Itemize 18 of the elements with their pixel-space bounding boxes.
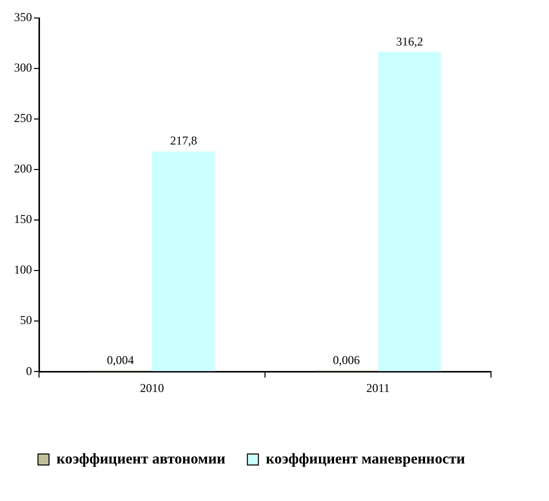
data-label: 0,004 — [106, 352, 134, 367]
y-tick-label: 150 — [14, 212, 32, 226]
x-tick-label: 2010 — [140, 380, 164, 395]
y-tick-label: 200 — [14, 162, 32, 176]
y-tick-label: 0 — [26, 364, 32, 378]
bar — [378, 52, 442, 372]
data-label: 316,2 — [396, 34, 424, 48]
legend-label: коэффициент маневренности — [266, 451, 466, 468]
data-label: 0,006 — [332, 352, 360, 367]
y-tick-label: 350 — [14, 10, 32, 24]
data-label: 217,8 — [170, 134, 198, 148]
y-tick-label: 50 — [20, 313, 32, 328]
y-tick-label: 100 — [14, 262, 32, 277]
legend-label: коэффициент автономии — [56, 451, 226, 468]
x-tick-label: 2011 — [366, 380, 390, 395]
y-tick-label: 250 — [14, 111, 32, 126]
bar — [152, 152, 216, 372]
y-tick-label: 300 — [14, 60, 32, 75]
